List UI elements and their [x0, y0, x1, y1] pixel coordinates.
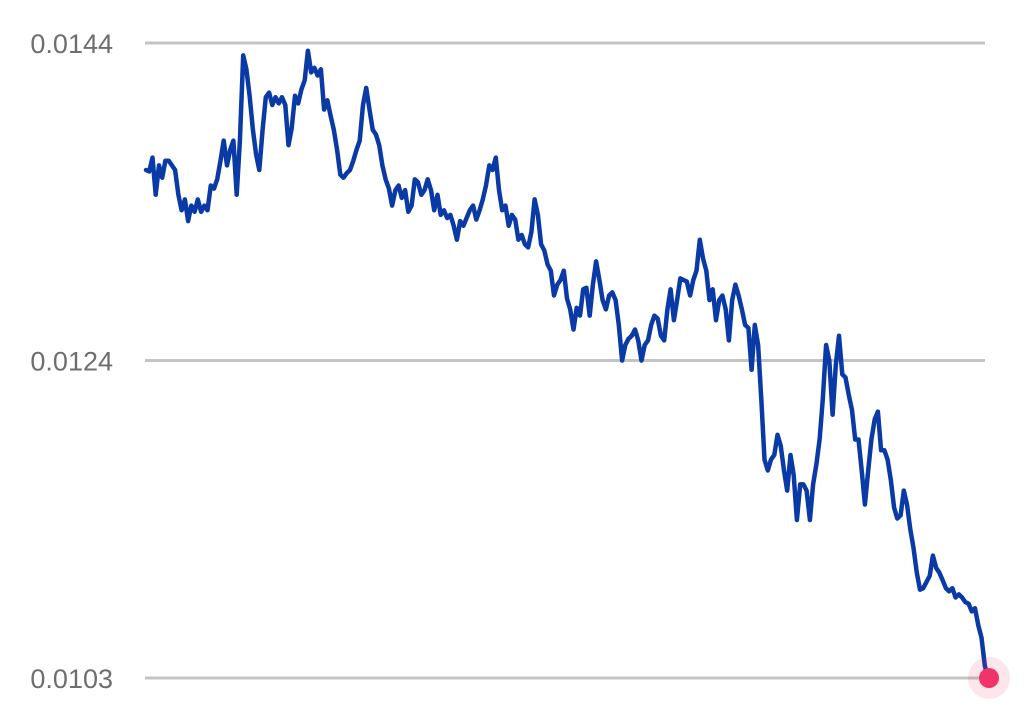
y-axis-tick-labels: 0.0144 0.0124 0.0103 [30, 29, 113, 694]
y-tick-label: 0.0144 [30, 29, 113, 59]
last-point-marker[interactable] [979, 668, 999, 688]
gridlines [145, 41, 985, 680]
y-tick-label: 0.0103 [30, 664, 113, 694]
y-tick-label: 0.0124 [30, 347, 113, 377]
series-line [143, 48, 991, 681]
